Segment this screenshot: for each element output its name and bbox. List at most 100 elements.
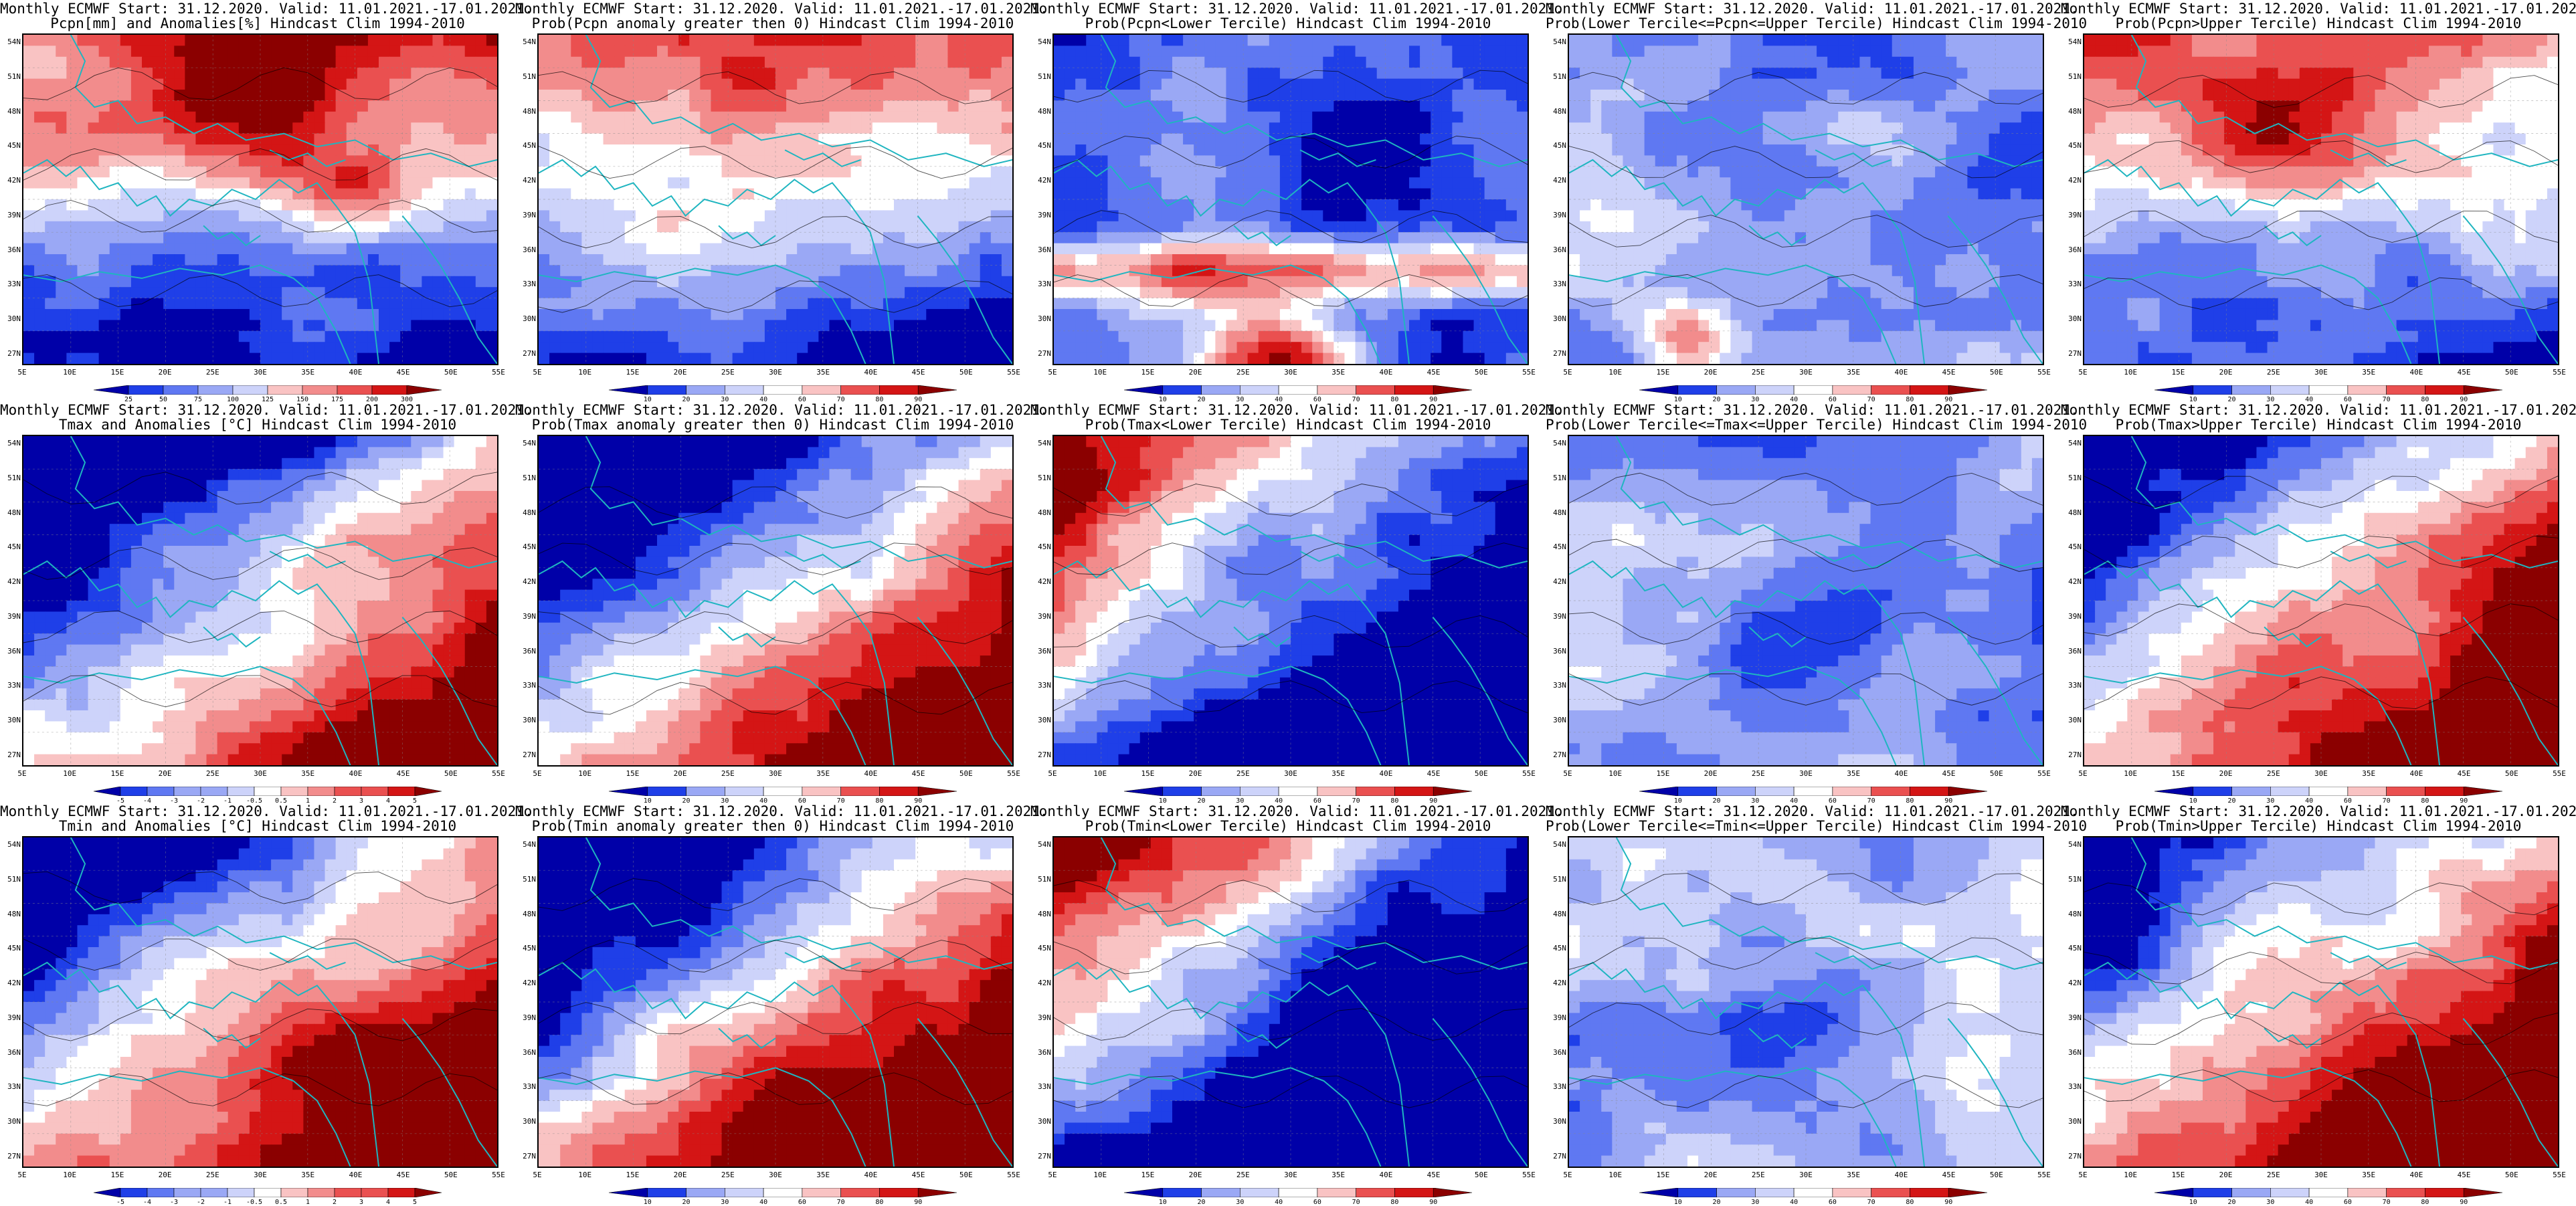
lon-label: 45E (905, 1171, 932, 1179)
panel-title: Monthly ECMWF Start: 31.12.2020. Valid: … (1546, 1, 2061, 31)
map-frame (2083, 33, 2559, 365)
lat-label: 39N (1547, 211, 1566, 219)
panel-title-line2: Prob(Pcpn>Upper Tercile) Hindcast Clim 1… (2061, 16, 2576, 31)
map-frame (1052, 836, 1529, 1168)
colorbar-bin (2270, 385, 2309, 395)
lat-label: 33N (517, 681, 536, 690)
lat-label: 30N (1032, 716, 1051, 724)
colorbar-bin (1910, 787, 1948, 796)
shaded-field (539, 436, 1012, 765)
lon-label: 50E (953, 1171, 980, 1179)
lon-label: 25E (1230, 1171, 1257, 1179)
lon-label: 45E (905, 368, 932, 377)
lon-label: 20E (1182, 769, 1209, 778)
lon-label: 15E (619, 368, 646, 377)
lat-label: 45N (517, 141, 536, 150)
lon-label: 30E (1277, 769, 1304, 778)
lat-label: 27N (517, 1152, 536, 1161)
colorbar-bin (335, 1188, 361, 1197)
lon-label: 40E (1888, 1171, 1914, 1179)
lon-label: 30E (1277, 1171, 1304, 1179)
lat-label: 42N (1, 176, 21, 185)
lat-label: 27N (1, 349, 21, 358)
colorbar-bin (2309, 787, 2348, 796)
colorbar-bin (1356, 1188, 1395, 1197)
colorbar-bin (1394, 385, 1433, 395)
colorbar (2141, 787, 2516, 796)
colorbar-tick-label: 20 (1188, 1199, 1215, 1206)
colorbar-bin (2348, 385, 2387, 395)
lat-label: 42N (1, 577, 21, 586)
colorbar-tick-label: 10 (1149, 1199, 1176, 1206)
lat-label: 30N (1547, 716, 1566, 724)
lon-label: 10E (571, 1171, 598, 1179)
map-panel-tmin-prob-middle: Monthly ECMWF Start: 31.12.2020. Valid: … (1546, 803, 2061, 1204)
lat-label: 48N (2062, 107, 2082, 116)
colorbar-tick-label: 40 (1265, 1199, 1292, 1206)
colorbar-tick-label: 40 (2296, 1199, 2322, 1206)
lon-label: 30E (2308, 769, 2334, 778)
lon-label: 40E (1372, 368, 1399, 377)
colorbar-bin (2387, 385, 2425, 395)
colorbar-bin (254, 787, 281, 796)
panel-title: Monthly ECMWF Start: 31.12.2020. Valid: … (0, 1, 515, 31)
lat-label: 27N (2062, 1152, 2082, 1161)
lon-label: 10E (2117, 368, 2144, 377)
lon-label: 35E (2355, 769, 2382, 778)
lat-label: 51N (1032, 875, 1051, 884)
lon-label: 15E (104, 368, 130, 377)
lat-label: 48N (1032, 508, 1051, 517)
colorbar-bin (918, 787, 957, 796)
lon-label: 35E (810, 1171, 836, 1179)
colorbar (595, 385, 970, 395)
lon-label: 55E (1515, 368, 1542, 377)
lat-label: 33N (1032, 280, 1051, 288)
lon-label: 10E (1602, 368, 1629, 377)
colorbar-bin (841, 385, 880, 395)
lat-label: 45N (2062, 944, 2082, 952)
lon-label: 10E (571, 769, 598, 778)
lon-label: 45E (390, 368, 417, 377)
lon-label: 20E (1697, 368, 1724, 377)
lat-label: 39N (1, 211, 21, 219)
lon-label: 10E (56, 1171, 83, 1179)
colorbar-bin (802, 385, 841, 395)
colorbar-bin (2348, 1188, 2387, 1197)
lon-label: 25E (715, 368, 741, 377)
lat-label: 42N (517, 176, 536, 185)
map-panel-tmin-prob-positive: Monthly ECMWF Start: 31.12.2020. Valid: … (515, 803, 1030, 1204)
colorbar-bin (609, 787, 648, 796)
panel-title-line1: Monthly ECMWF Start: 31.12.2020. Valid: … (2061, 403, 2576, 417)
lon-label: 55E (2546, 368, 2573, 377)
panel-title: Monthly ECMWF Start: 31.12.2020. Valid: … (0, 403, 515, 432)
map-frame (1052, 33, 1529, 365)
lon-label: 30E (247, 1171, 274, 1179)
panel-title: Monthly ECMWF Start: 31.12.2020. Valid: … (515, 403, 1030, 432)
lon-label: 5E (1554, 1171, 1581, 1179)
lon-label: 45E (390, 1171, 417, 1179)
lat-label: 42N (1547, 176, 1566, 185)
lon-label: 10E (571, 368, 598, 377)
lat-label: 27N (1032, 349, 1051, 358)
colorbar-bin (2232, 787, 2271, 796)
lat-label: 48N (1032, 107, 1051, 116)
panel-title-line2: Prob(Tmax<Lower Tercile) Hindcast Clim 1… (1030, 417, 1546, 432)
colorbar (80, 385, 455, 395)
map-panel-tmin-prob-lower: Monthly ECMWF Start: 31.12.2020. Valid: … (1030, 803, 1546, 1204)
colorbar-bin (308, 1188, 335, 1197)
lon-label: 40E (1888, 368, 1914, 377)
colorbar-bin (2232, 1188, 2271, 1197)
lon-label: 45E (2451, 769, 2478, 778)
colorbar-tick-label: 5 (401, 1199, 428, 1206)
lat-label: 54N (517, 439, 536, 447)
colorbar-tick-label: 1 (294, 1199, 321, 1206)
colorbar-tick-label: 70 (1343, 1199, 1370, 1206)
colorbar-bin (1317, 385, 1356, 395)
lon-label: 5E (1039, 1171, 1066, 1179)
panel-title-line1: Monthly ECMWF Start: 31.12.2020. Valid: … (2061, 804, 2576, 819)
lat-label: 45N (1032, 141, 1051, 150)
colorbar-bin (1639, 787, 1678, 796)
panel-title: Monthly ECMWF Start: 31.12.2020. Valid: … (1546, 403, 2061, 432)
lat-label: 30N (1, 716, 21, 724)
lat-label: 27N (1547, 349, 1566, 358)
